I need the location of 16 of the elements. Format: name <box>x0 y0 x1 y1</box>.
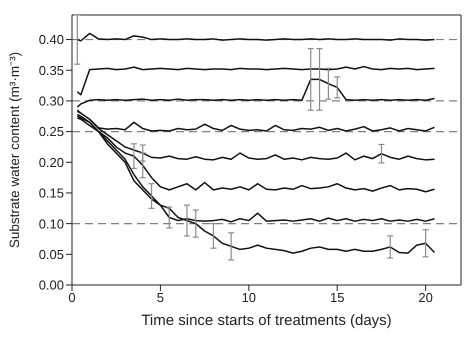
x-tick-label: 5 <box>156 290 164 306</box>
y-tick-label: 0.15 <box>38 186 64 201</box>
y-tick-label: 0.40 <box>38 32 64 48</box>
x-tick-label: 0 <box>68 290 76 306</box>
y-tick-label: 0.05 <box>38 246 64 262</box>
y-tick-label: 0.30 <box>38 94 64 109</box>
y-tick-label: 0.10 <box>38 216 64 232</box>
y-tick-label: 0.35 <box>38 62 64 78</box>
x-axis-title: Time since starts of treatments (days) <box>141 312 392 329</box>
x-tick-label: 15 <box>330 290 344 306</box>
x-tick-label: 10 <box>242 290 256 306</box>
y-axis-title: Substrate water content (m³·m⁻³) <box>6 52 22 248</box>
y-tick-label: 0.20 <box>38 154 64 170</box>
y-tick-label: 0.25 <box>38 124 64 140</box>
y-tick-label: 0.00 <box>38 278 64 293</box>
x-tick-label: 20 <box>418 290 433 306</box>
